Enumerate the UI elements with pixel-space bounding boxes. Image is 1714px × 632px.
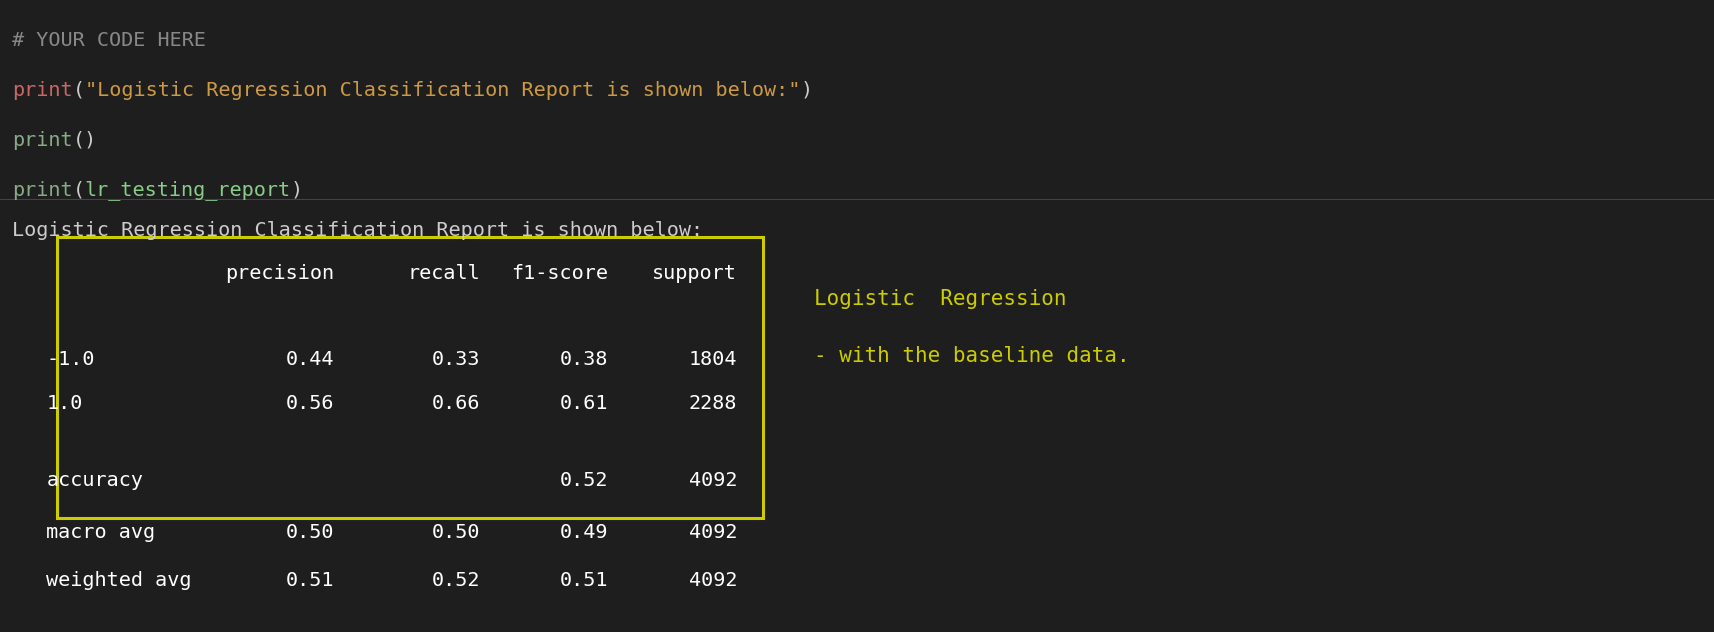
Text: 0.61: 0.61 <box>560 394 608 413</box>
Text: 0.50: 0.50 <box>432 523 480 542</box>
Text: print: print <box>12 80 72 99</box>
Text: 0.56: 0.56 <box>286 394 334 413</box>
Bar <box>57 237 763 518</box>
Text: Logistic Regression Classification Report is shown below:: Logistic Regression Classification Repor… <box>12 221 703 240</box>
Text: 0.66: 0.66 <box>432 394 480 413</box>
Text: 0.44: 0.44 <box>286 350 334 369</box>
Text: 1.0: 1.0 <box>46 394 82 413</box>
Text: # YOUR CODE HERE: # YOUR CODE HERE <box>12 30 206 49</box>
Text: weighted avg: weighted avg <box>46 571 192 590</box>
Text: - with the baseline data.: - with the baseline data. <box>814 346 1130 365</box>
Text: precision: precision <box>225 264 334 283</box>
Text: ): ) <box>800 80 812 99</box>
Text: 4092: 4092 <box>689 523 737 542</box>
Text: support: support <box>651 264 737 283</box>
Text: 0.38: 0.38 <box>560 350 608 369</box>
Text: 0.51: 0.51 <box>286 571 334 590</box>
Text: 1804: 1804 <box>689 350 737 369</box>
Text: macro avg: macro avg <box>46 523 156 542</box>
Text: 0.51: 0.51 <box>560 571 608 590</box>
Text: 4092: 4092 <box>689 571 737 590</box>
Text: (: ( <box>72 80 84 99</box>
Text: 2288: 2288 <box>689 394 737 413</box>
Text: f1-score: f1-score <box>511 264 608 283</box>
Text: print: print <box>12 130 72 150</box>
Text: "Logistic Regression Classification Report is shown below:": "Logistic Regression Classification Repo… <box>84 80 800 99</box>
Text: print: print <box>12 181 72 200</box>
Text: 0.49: 0.49 <box>560 523 608 542</box>
Text: 0.52: 0.52 <box>560 471 608 490</box>
Text: 0.52: 0.52 <box>432 571 480 590</box>
Text: -1.0: -1.0 <box>46 350 94 369</box>
Text: recall: recall <box>408 264 480 283</box>
Text: (): () <box>72 130 98 150</box>
Text: lr_testing_report: lr_testing_report <box>84 180 291 200</box>
Text: (: ( <box>72 181 84 200</box>
Text: ): ) <box>291 181 303 200</box>
Text: accuracy: accuracy <box>46 471 144 490</box>
Text: 4092: 4092 <box>689 471 737 490</box>
Text: 0.33: 0.33 <box>432 350 480 369</box>
Text: 0.50: 0.50 <box>286 523 334 542</box>
Text: Logistic  Regression: Logistic Regression <box>814 289 1066 309</box>
